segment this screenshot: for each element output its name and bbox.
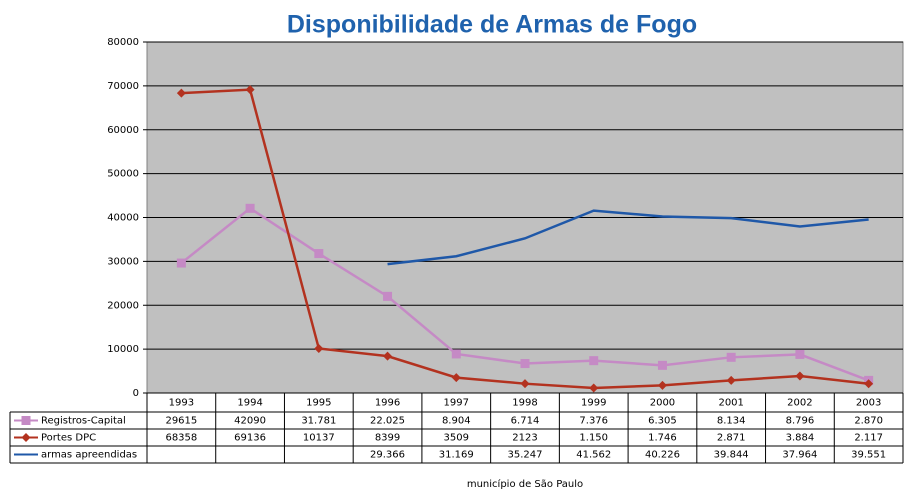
data-label: 7.376 [579,416,608,427]
marker [314,249,324,259]
y-tick-label: 60000 [107,125,139,136]
data-label: 31.781 [301,416,336,427]
data-label: 1.150 [579,433,608,444]
marker [383,291,393,301]
x-axis-label: município de São Paulo [467,478,583,490]
y-tick-label: 80000 [107,37,139,48]
data-label: 41.562 [576,450,611,461]
data-label: 2.117 [854,433,883,444]
y-tick-label: 20000 [107,300,139,311]
data-label: 6.714 [511,416,540,427]
x-tick-label: 2000 [650,398,675,409]
y-tick-label: 50000 [107,169,139,180]
marker [795,371,805,381]
marker [726,352,736,362]
data-label: 3509 [444,433,469,444]
y-tick-label: 0 [133,388,139,399]
data-label: 2.871 [717,433,746,444]
data-label: 10137 [303,433,335,444]
data-label: 68358 [165,433,197,444]
marker [451,373,461,383]
marker [726,375,736,385]
data-label: 42090 [234,416,266,427]
data-label: 35.247 [508,450,543,461]
data-label: 3.884 [786,433,815,444]
marker [245,85,255,95]
data-label: 6.305 [648,416,677,427]
data-label: 8.134 [717,416,746,427]
data-label: 39.844 [714,450,749,461]
data-label: 2123 [512,433,537,444]
x-tick-label: 1994 [237,398,262,409]
marker [314,344,324,354]
series-line [387,209,869,266]
chart-title: Disponibilidade de Armas de Fogo [287,11,697,39]
data-label: 29.366 [370,450,405,461]
marker [589,383,599,393]
data-label: 8.796 [786,416,815,427]
x-tick-label: 2001 [718,398,743,409]
marker [657,360,667,370]
data-label: 31.169 [439,450,474,461]
data-label: 1.746 [648,433,677,444]
x-tick-label: 1997 [444,398,469,409]
data-label: 69136 [234,433,266,444]
marker [176,88,186,98]
data-label: 8.904 [442,416,471,427]
x-tick-label: 1995 [306,398,331,409]
x-tick-label: 1998 [512,398,537,409]
marker [795,349,805,359]
data-label: 29615 [165,416,197,427]
marker [245,203,255,213]
data-label: 8399 [375,433,400,444]
y-tick-label: 30000 [107,256,139,267]
marker [520,359,530,369]
y-tick-label: 70000 [107,81,139,92]
x-tick-label: 1996 [375,398,400,409]
marker [520,379,530,389]
data-label: 37.964 [782,450,817,461]
x-tick-label: 2002 [787,398,812,409]
marker [657,380,667,390]
marker [451,349,461,359]
data-label: 39.551 [851,450,886,461]
x-tick-label: 2003 [856,398,881,409]
data-label: 40.226 [645,450,680,461]
y-tick-label: 10000 [107,344,139,355]
marker [176,258,186,268]
marker [589,356,599,366]
marker [383,351,393,361]
x-tick-label: 1993 [169,398,194,409]
marker [864,379,874,389]
legend-label: armas apreendidas [41,450,137,461]
legend-label: Registros-Capital [41,416,126,427]
y-tick-label: 40000 [107,213,139,224]
data-label: 22.025 [370,416,405,427]
legend-label: Portes DPC [41,433,96,444]
x-tick-label: 1999 [581,398,606,409]
data-label: 2.870 [854,416,883,427]
marker [21,433,31,442]
marker [21,416,31,425]
